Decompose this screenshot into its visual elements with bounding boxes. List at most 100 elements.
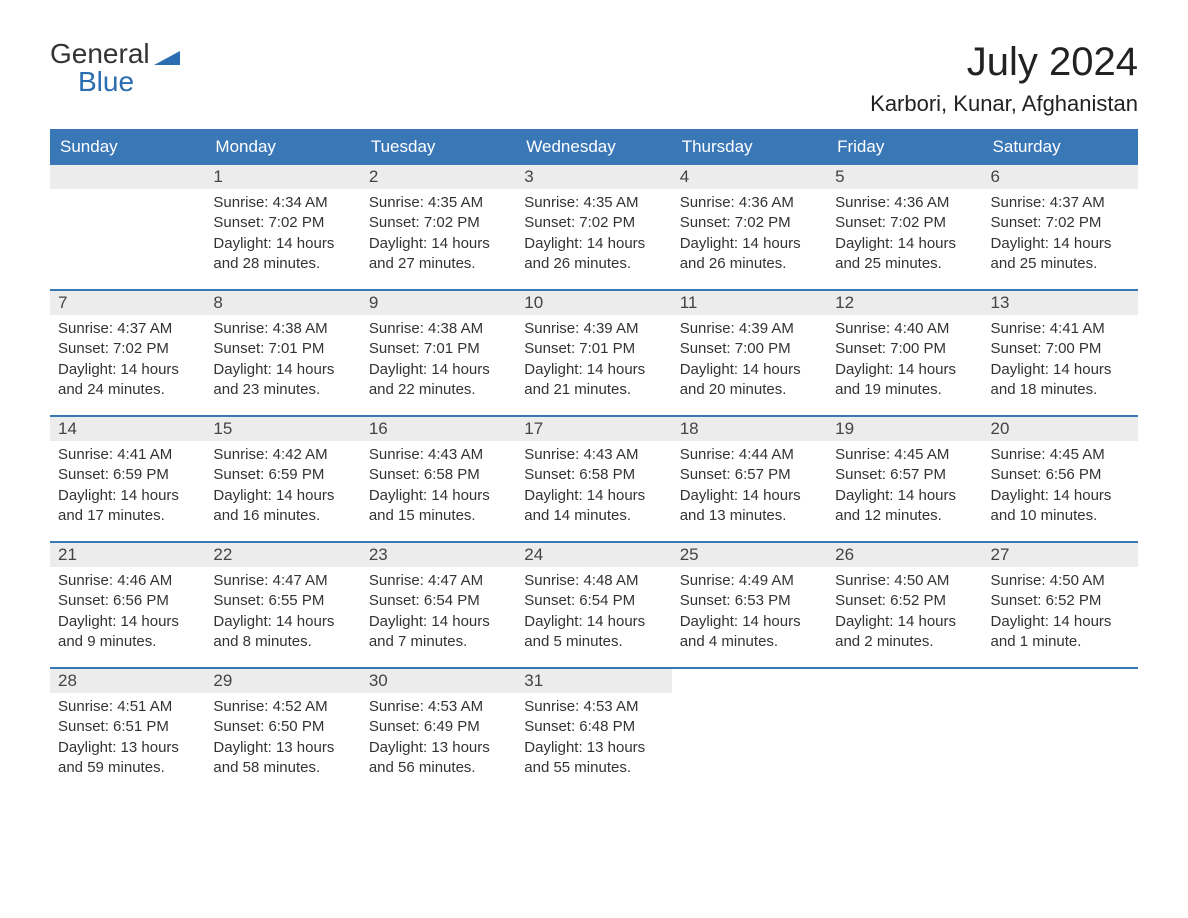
day-details: Sunrise: 4:40 AMSunset: 7:00 PMDaylight:… — [827, 315, 982, 408]
calendar-cell — [672, 667, 827, 793]
day-details: Sunrise: 4:41 AMSunset: 6:59 PMDaylight:… — [50, 441, 205, 534]
day-number: 24 — [516, 541, 671, 567]
calendar-cell: 4Sunrise: 4:36 AMSunset: 7:02 PMDaylight… — [672, 163, 827, 289]
day-details: Sunrise: 4:50 AMSunset: 6:52 PMDaylight:… — [983, 567, 1138, 660]
calendar-cell: 25Sunrise: 4:49 AMSunset: 6:53 PMDayligh… — [672, 541, 827, 667]
day-details: Sunrise: 4:38 AMSunset: 7:01 PMDaylight:… — [361, 315, 516, 408]
weekday-header: Tuesday — [361, 130, 516, 163]
calendar-cell — [827, 667, 982, 793]
day-number: 21 — [50, 541, 205, 567]
calendar-cell: 23Sunrise: 4:47 AMSunset: 6:54 PMDayligh… — [361, 541, 516, 667]
calendar-cell: 18Sunrise: 4:44 AMSunset: 6:57 PMDayligh… — [672, 415, 827, 541]
brand-logo: General Blue — [50, 40, 180, 96]
calendar-cell: 26Sunrise: 4:50 AMSunset: 6:52 PMDayligh… — [827, 541, 982, 667]
calendar-cell: 17Sunrise: 4:43 AMSunset: 6:58 PMDayligh… — [516, 415, 671, 541]
day-details: Sunrise: 4:52 AMSunset: 6:50 PMDaylight:… — [205, 693, 360, 786]
day-number: 16 — [361, 415, 516, 441]
calendar-week-row: 21Sunrise: 4:46 AMSunset: 6:56 PMDayligh… — [50, 541, 1138, 667]
calendar-cell: 7Sunrise: 4:37 AMSunset: 7:02 PMDaylight… — [50, 289, 205, 415]
day-details: Sunrise: 4:43 AMSunset: 6:58 PMDaylight:… — [361, 441, 516, 534]
day-details: Sunrise: 4:35 AMSunset: 7:02 PMDaylight:… — [516, 189, 671, 282]
weekday-header: Friday — [827, 130, 982, 163]
calendar-cell: 14Sunrise: 4:41 AMSunset: 6:59 PMDayligh… — [50, 415, 205, 541]
page-header: General Blue July 2024 Karbori, Kunar, A… — [50, 40, 1138, 117]
day-number: 1 — [205, 163, 360, 189]
calendar-cell: 2Sunrise: 4:35 AMSunset: 7:02 PMDaylight… — [361, 163, 516, 289]
day-number: 12 — [827, 289, 982, 315]
day-number: 28 — [50, 667, 205, 693]
weekday-header: Monday — [205, 130, 360, 163]
day-details: Sunrise: 4:36 AMSunset: 7:02 PMDaylight:… — [672, 189, 827, 282]
day-details: Sunrise: 4:53 AMSunset: 6:49 PMDaylight:… — [361, 693, 516, 786]
day-number: 22 — [205, 541, 360, 567]
day-details: Sunrise: 4:35 AMSunset: 7:02 PMDaylight:… — [361, 189, 516, 282]
day-number: 17 — [516, 415, 671, 441]
calendar-cell: 1Sunrise: 4:34 AMSunset: 7:02 PMDaylight… — [205, 163, 360, 289]
day-details: Sunrise: 4:39 AMSunset: 7:00 PMDaylight:… — [672, 315, 827, 408]
calendar-cell: 16Sunrise: 4:43 AMSunset: 6:58 PMDayligh… — [361, 415, 516, 541]
weekday-header: Saturday — [983, 130, 1138, 163]
calendar-cell: 28Sunrise: 4:51 AMSunset: 6:51 PMDayligh… — [50, 667, 205, 793]
weekday-header: Sunday — [50, 130, 205, 163]
calendar-cell: 30Sunrise: 4:53 AMSunset: 6:49 PMDayligh… — [361, 667, 516, 793]
calendar-cell: 5Sunrise: 4:36 AMSunset: 7:02 PMDaylight… — [827, 163, 982, 289]
day-number: 23 — [361, 541, 516, 567]
day-details: Sunrise: 4:36 AMSunset: 7:02 PMDaylight:… — [827, 189, 982, 282]
day-details: Sunrise: 4:42 AMSunset: 6:59 PMDaylight:… — [205, 441, 360, 534]
calendar-cell: 10Sunrise: 4:39 AMSunset: 7:01 PMDayligh… — [516, 289, 671, 415]
day-number-empty — [827, 667, 982, 693]
day-details: Sunrise: 4:43 AMSunset: 6:58 PMDaylight:… — [516, 441, 671, 534]
day-details: Sunrise: 4:39 AMSunset: 7:01 PMDaylight:… — [516, 315, 671, 408]
calendar-cell: 8Sunrise: 4:38 AMSunset: 7:01 PMDaylight… — [205, 289, 360, 415]
day-details: Sunrise: 4:37 AMSunset: 7:02 PMDaylight:… — [983, 189, 1138, 282]
weekday-header: Thursday — [672, 130, 827, 163]
day-details: Sunrise: 4:45 AMSunset: 6:57 PMDaylight:… — [827, 441, 982, 534]
day-details: Sunrise: 4:47 AMSunset: 6:54 PMDaylight:… — [361, 567, 516, 660]
calendar-cell — [983, 667, 1138, 793]
calendar-cell: 6Sunrise: 4:37 AMSunset: 7:02 PMDaylight… — [983, 163, 1138, 289]
day-number-empty — [983, 667, 1138, 693]
weekday-header: Wednesday — [516, 130, 671, 163]
calendar-cell: 20Sunrise: 4:45 AMSunset: 6:56 PMDayligh… — [983, 415, 1138, 541]
day-number: 7 — [50, 289, 205, 315]
calendar-cell: 9Sunrise: 4:38 AMSunset: 7:01 PMDaylight… — [361, 289, 516, 415]
day-number-empty — [672, 667, 827, 693]
day-number: 5 — [827, 163, 982, 189]
calendar-week-row: 1Sunrise: 4:34 AMSunset: 7:02 PMDaylight… — [50, 163, 1138, 289]
day-number: 27 — [983, 541, 1138, 567]
day-number: 11 — [672, 289, 827, 315]
location-text: Karbori, Kunar, Afghanistan — [870, 91, 1138, 117]
calendar-table: SundayMondayTuesdayWednesdayThursdayFrid… — [50, 129, 1138, 793]
calendar-cell: 29Sunrise: 4:52 AMSunset: 6:50 PMDayligh… — [205, 667, 360, 793]
day-details: Sunrise: 4:48 AMSunset: 6:54 PMDaylight:… — [516, 567, 671, 660]
day-number: 2 — [361, 163, 516, 189]
month-title: July 2024 — [870, 40, 1138, 85]
day-details: Sunrise: 4:51 AMSunset: 6:51 PMDaylight:… — [50, 693, 205, 786]
calendar-cell: 24Sunrise: 4:48 AMSunset: 6:54 PMDayligh… — [516, 541, 671, 667]
day-details: Sunrise: 4:41 AMSunset: 7:00 PMDaylight:… — [983, 315, 1138, 408]
day-number: 9 — [361, 289, 516, 315]
calendar-cell: 22Sunrise: 4:47 AMSunset: 6:55 PMDayligh… — [205, 541, 360, 667]
day-number: 19 — [827, 415, 982, 441]
calendar-cell: 11Sunrise: 4:39 AMSunset: 7:00 PMDayligh… — [672, 289, 827, 415]
day-number: 18 — [672, 415, 827, 441]
calendar-cell: 31Sunrise: 4:53 AMSunset: 6:48 PMDayligh… — [516, 667, 671, 793]
brand-line1: General — [50, 40, 150, 68]
calendar-week-row: 7Sunrise: 4:37 AMSunset: 7:02 PMDaylight… — [50, 289, 1138, 415]
day-number: 8 — [205, 289, 360, 315]
calendar-cell: 12Sunrise: 4:40 AMSunset: 7:00 PMDayligh… — [827, 289, 982, 415]
day-details: Sunrise: 4:46 AMSunset: 6:56 PMDaylight:… — [50, 567, 205, 660]
title-block: July 2024 Karbori, Kunar, Afghanistan — [870, 40, 1138, 117]
day-number: 31 — [516, 667, 671, 693]
calendar-cell — [50, 163, 205, 289]
day-details: Sunrise: 4:38 AMSunset: 7:01 PMDaylight:… — [205, 315, 360, 408]
flag-icon — [154, 42, 180, 60]
calendar-week-row: 28Sunrise: 4:51 AMSunset: 6:51 PMDayligh… — [50, 667, 1138, 793]
day-details: Sunrise: 4:53 AMSunset: 6:48 PMDaylight:… — [516, 693, 671, 786]
calendar-cell: 13Sunrise: 4:41 AMSunset: 7:00 PMDayligh… — [983, 289, 1138, 415]
day-number: 3 — [516, 163, 671, 189]
calendar-cell: 15Sunrise: 4:42 AMSunset: 6:59 PMDayligh… — [205, 415, 360, 541]
calendar-cell: 19Sunrise: 4:45 AMSunset: 6:57 PMDayligh… — [827, 415, 982, 541]
day-number: 13 — [983, 289, 1138, 315]
calendar-cell: 27Sunrise: 4:50 AMSunset: 6:52 PMDayligh… — [983, 541, 1138, 667]
